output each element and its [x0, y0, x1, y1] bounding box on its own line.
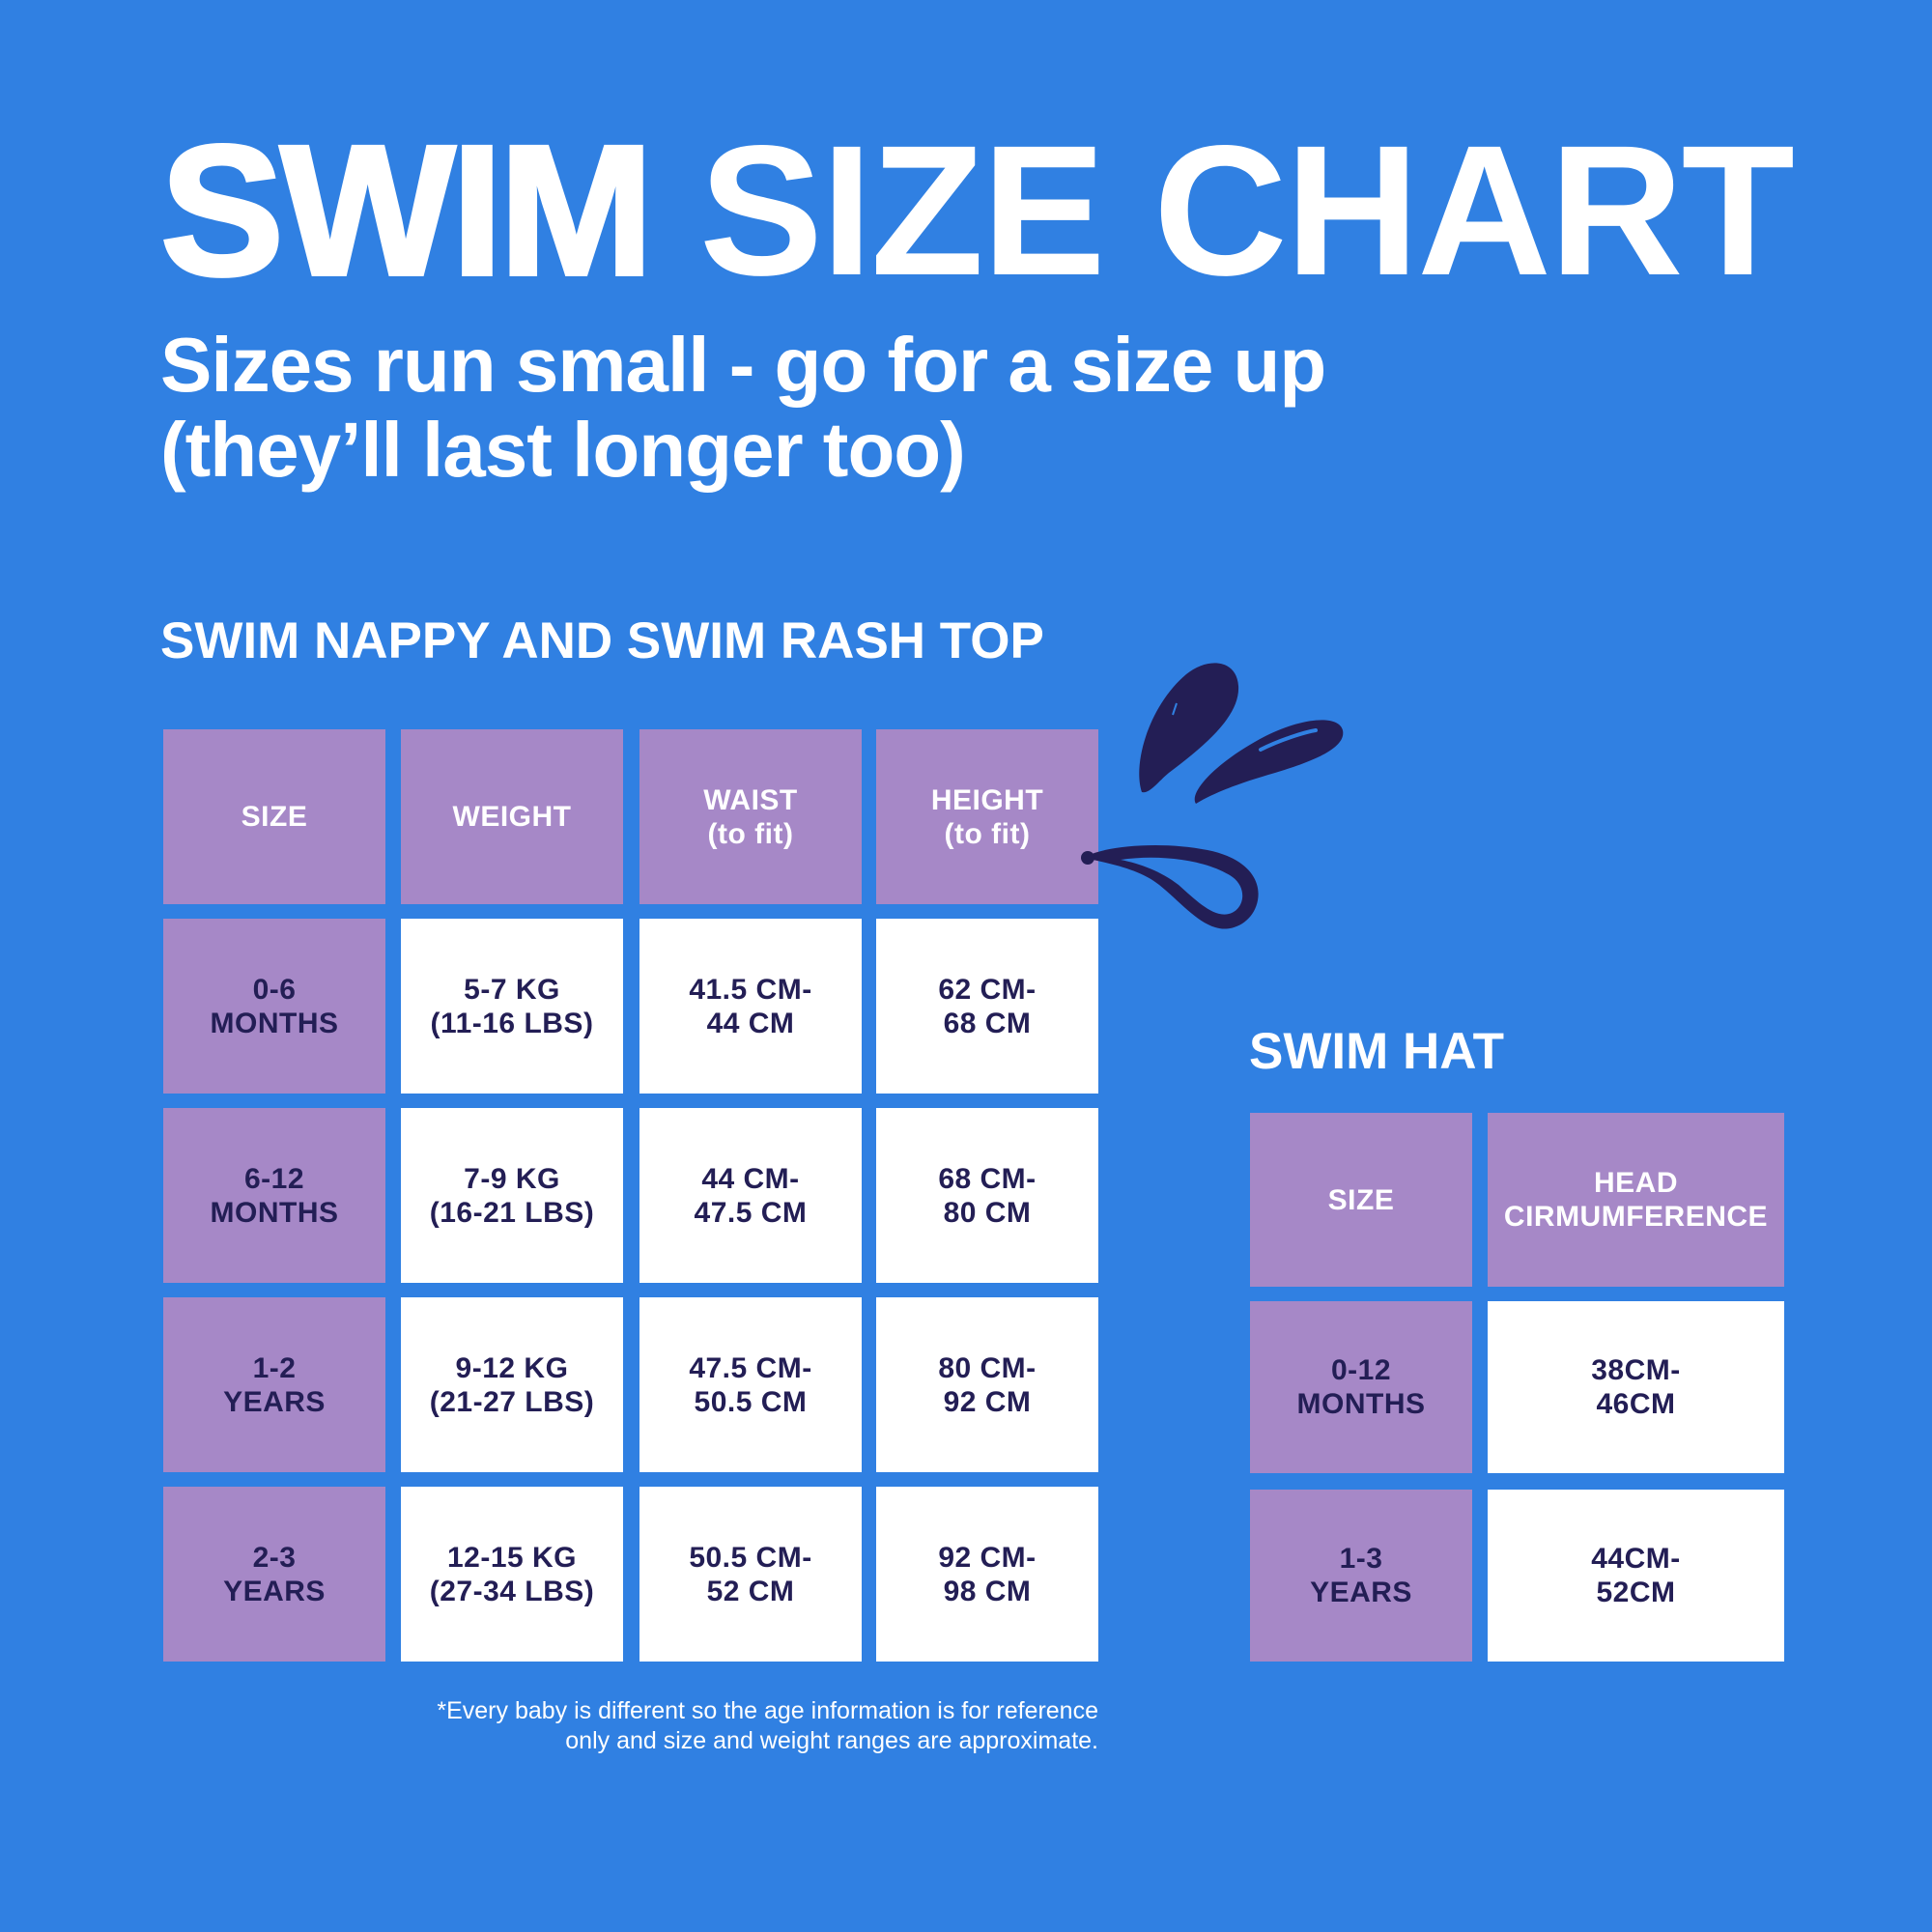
weight-cell: 7-9 KG (16-21 LBS) [401, 1108, 623, 1283]
size-cell: 0-6 MONTHS [163, 919, 385, 1094]
height-cell: 80 CM- 92 CM [876, 1297, 1098, 1472]
column-header-head-circumference: HEAD CIRMUMFERENCE [1488, 1113, 1784, 1287]
height-cell: 62 CM- 68 CM [876, 919, 1098, 1094]
water-splash-icon [1081, 663, 1344, 929]
column-header-waist: WAIST (to fit) [639, 729, 862, 904]
head-circumference-cell: 38CM- 46CM [1488, 1301, 1784, 1473]
subtitle-line-1: Sizes run small - go for a size up [160, 322, 1326, 408]
nappy-table-heading: SWIM NAPPY AND SWIM RASH TOP [160, 612, 1044, 669]
size-cell: 0-12 MONTHS [1250, 1301, 1472, 1473]
size-cell: 2-3 YEARS [163, 1487, 385, 1662]
waist-cell: 41.5 CM- 44 CM [639, 919, 862, 1094]
size-cell: 1-2 YEARS [163, 1297, 385, 1472]
column-header-size: SIZE [1250, 1113, 1472, 1287]
column-header-height: HEIGHT (to fit) [876, 729, 1098, 904]
subtitle-line-2: (they’ll last longer too) [160, 407, 966, 493]
waist-cell: 47.5 CM- 50.5 CM [639, 1297, 862, 1472]
waist-cell: 44 CM- 47.5 CM [639, 1108, 862, 1283]
size-cell: 1-3 YEARS [1250, 1490, 1472, 1662]
waist-cell: 50.5 CM- 52 CM [639, 1487, 862, 1662]
column-header-size: SIZE [163, 729, 385, 904]
weight-cell: 9-12 KG (21-27 LBS) [401, 1297, 623, 1472]
height-cell: 68 CM- 80 CM [876, 1108, 1098, 1283]
height-cell: 92 CM- 98 CM [876, 1487, 1098, 1662]
size-cell: 6-12 MONTHS [163, 1108, 385, 1283]
title-size-chart: SIZE CHART [649, 106, 1795, 314]
footnote: *Every baby is different so the age info… [437, 1697, 1098, 1754]
page-title: SWIM SIZE CHART [158, 112, 1795, 309]
title-swim: SWIM [158, 106, 656, 314]
subtitle: Sizes run small - go for a size up (they… [160, 322, 1326, 493]
weight-cell: 12-15 KG (27-34 LBS) [401, 1487, 623, 1662]
head-circumference-cell: 44CM- 52CM [1488, 1490, 1784, 1662]
hat-table-heading: SWIM HAT [1249, 1023, 1504, 1080]
column-header-weight: WEIGHT [401, 729, 623, 904]
weight-cell: 5-7 KG (11-16 LBS) [401, 919, 623, 1094]
